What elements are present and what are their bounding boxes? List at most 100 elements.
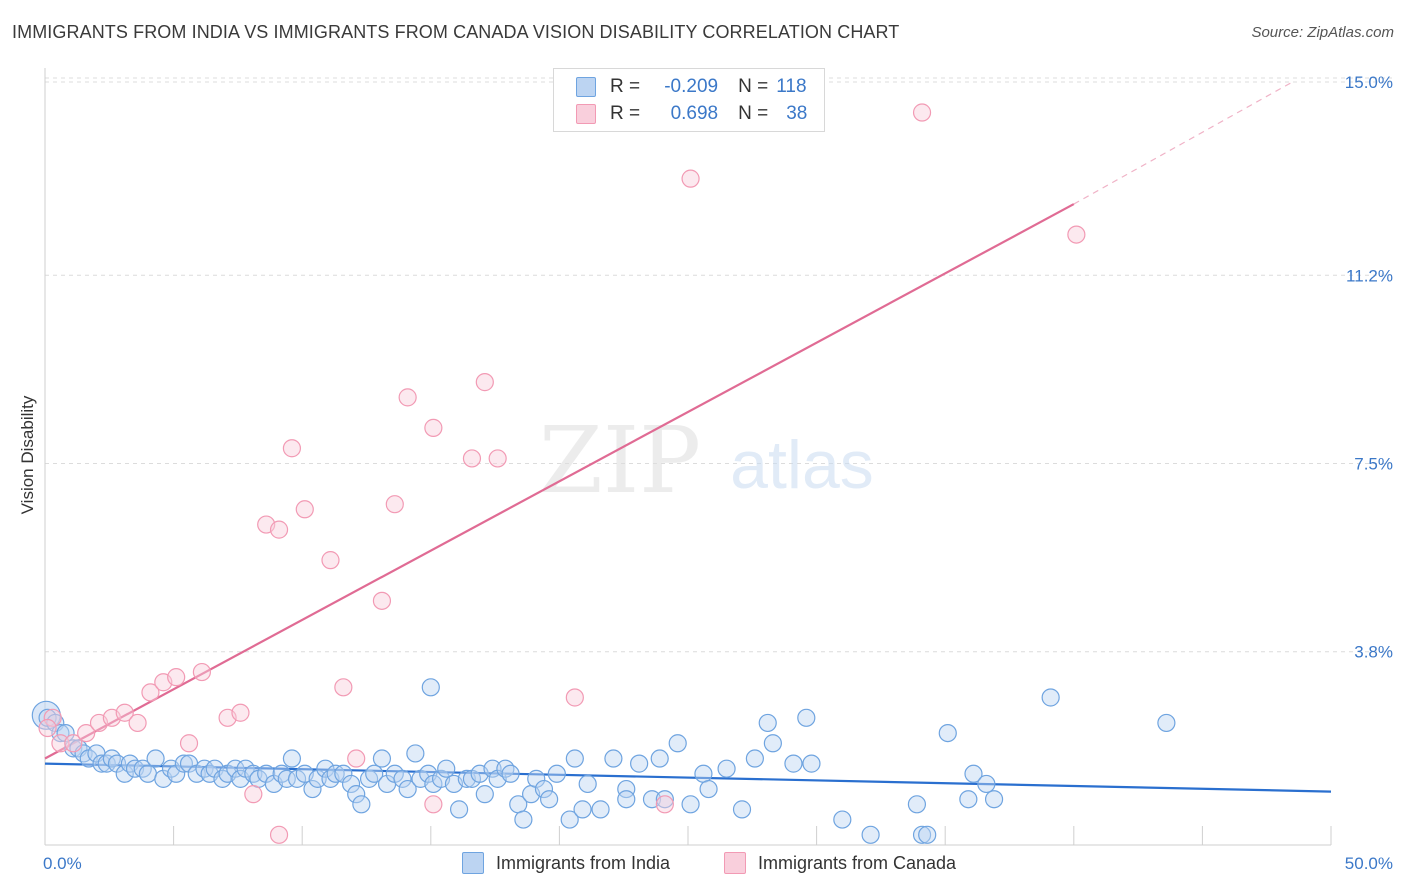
data-point-india	[717, 759, 736, 778]
data-point-canada	[51, 734, 70, 753]
data-point-india	[282, 749, 302, 768]
series-label-india: Immigrants from India	[496, 852, 671, 873]
data-point-canada	[475, 373, 494, 392]
data-point-india	[617, 790, 636, 809]
data-point-india	[501, 764, 520, 783]
data-point-india	[115, 764, 134, 783]
data-point-india	[393, 769, 412, 788]
data-point-india	[534, 779, 554, 799]
grid-lines	[45, 77, 1392, 653]
data-point-india	[984, 790, 1004, 809]
legend-swatch-canada	[576, 104, 596, 124]
data-point-india	[540, 790, 559, 809]
data-point-india	[347, 785, 366, 804]
legend-n-value: 118	[776, 76, 807, 97]
data-point-india	[138, 764, 157, 783]
legend-n-label: N =	[738, 103, 769, 124]
data-point-india	[167, 764, 186, 783]
y-tick-label: 15.0%	[1345, 73, 1393, 92]
y-tick-label: 3.8%	[1354, 643, 1393, 662]
data-point-canada	[655, 795, 674, 814]
data-point-canada	[269, 825, 289, 844]
data-point-india	[146, 749, 165, 768]
data-point-canada	[565, 688, 584, 707]
data-point-india	[964, 764, 983, 783]
data-point-india	[365, 764, 384, 783]
data-point-india	[560, 810, 579, 829]
data-point-india	[406, 744, 425, 763]
data-point-india	[861, 825, 880, 844]
legend-row-india: R = -0.209 N = 118	[576, 75, 807, 99]
data-point-canada	[128, 713, 147, 733]
y-tick-label: 7.5%	[1354, 455, 1393, 474]
data-point-india	[573, 800, 592, 819]
data-point-india	[107, 754, 127, 773]
data-point-canada	[488, 449, 507, 468]
x-tick-label: 0.0%	[43, 854, 82, 873]
data-point-india	[92, 754, 111, 773]
watermark-zip: ZIP	[539, 407, 701, 514]
data-point-canada	[1067, 225, 1086, 244]
data-point-india	[475, 785, 494, 804]
data-point-india	[133, 759, 152, 778]
data-point-india	[763, 734, 782, 753]
data-point-india	[244, 764, 263, 783]
data-point-canada	[334, 678, 353, 697]
data-point-canada	[167, 668, 186, 687]
series-legend-canada: Immigrants from Canada	[724, 852, 956, 874]
data-point-india	[802, 754, 821, 773]
data-point-india	[496, 759, 515, 778]
data-point-india	[745, 749, 764, 768]
legend-r-label: R =	[610, 76, 641, 97]
data-point-canada	[424, 795, 443, 814]
data-point-india	[449, 800, 469, 819]
correlation-legend: R = -0.209 N = 118 R = 0.698 N = 38	[553, 68, 825, 132]
data-point-canada	[115, 703, 134, 722]
data-point-india	[694, 764, 713, 783]
data-point-india	[1041, 688, 1060, 707]
watermark-atlas: atlas	[730, 427, 874, 503]
legend-n-value: 38	[786, 103, 808, 124]
data-point-india	[565, 749, 584, 768]
legend-r-value: -0.209	[664, 76, 719, 97]
data-point-india	[97, 754, 116, 773]
legend-row-canada: R = 0.698 N = 38	[576, 102, 807, 126]
data-point-canada	[141, 683, 160, 702]
data-point-canada	[372, 591, 392, 610]
data-point-canada	[77, 723, 96, 743]
data-point-india	[833, 810, 852, 829]
data-point-india	[617, 779, 636, 799]
data-points	[31, 103, 1176, 844]
series-legend-india: Immigrants from India	[462, 852, 670, 874]
data-point-india	[655, 790, 674, 809]
data-point-india	[316, 759, 335, 778]
data-point-canada	[321, 551, 340, 570]
data-point-india	[102, 749, 121, 768]
series-label-canada: Immigrants from Canada	[758, 852, 957, 873]
series-swatch-canada	[724, 852, 746, 874]
data-point-india	[578, 774, 597, 794]
data-point-india	[1157, 713, 1176, 733]
y-tick-label: 11.2%	[1346, 266, 1393, 285]
data-point-india	[784, 754, 803, 773]
data-point-india	[514, 810, 533, 829]
chart-title: IMMIGRANTS FROM INDIA VS IMMIGRANTS FROM…	[12, 22, 900, 42]
data-point-india	[56, 723, 75, 743]
data-point-india	[341, 774, 361, 794]
data-point-canada	[912, 103, 932, 122]
data-point-india	[326, 764, 345, 783]
data-point-india	[918, 825, 937, 844]
tick-labels: 3.8% 7.5% 11.2% 15.0% 0.0% 50.0%	[43, 73, 1393, 873]
data-point-india	[352, 795, 371, 814]
data-point-india	[334, 764, 353, 783]
data-point-india	[483, 759, 502, 778]
data-point-india	[437, 759, 456, 778]
data-point-canada	[231, 703, 250, 722]
data-point-canada	[462, 449, 482, 468]
series-legend: Immigrants from India Immigrants from Ca…	[0, 852, 1406, 878]
data-point-canada	[269, 520, 289, 539]
data-point-canada	[282, 439, 302, 458]
data-point-india	[421, 678, 440, 697]
data-point-india	[668, 734, 687, 753]
